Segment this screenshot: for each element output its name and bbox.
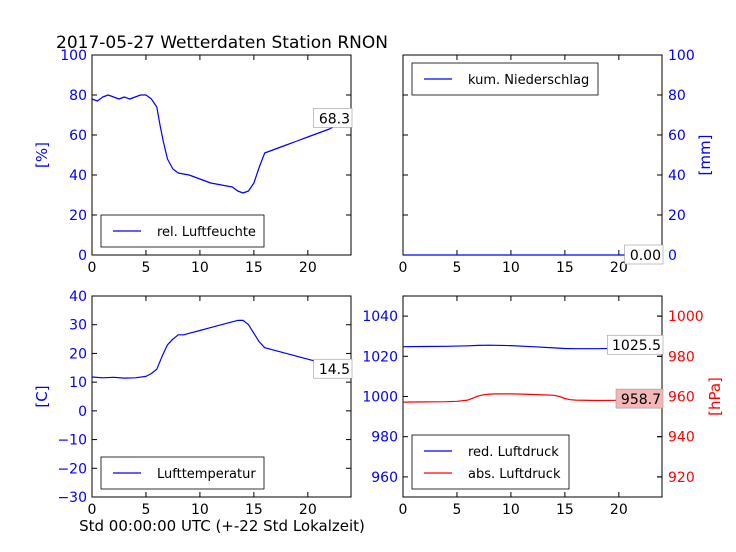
y-axis-label: [%] — [33, 142, 51, 168]
chart-panel-top-left: 0 5 10 15 20 0 20 40 60 80 100 [%] 68.3 rel. Luftfeuc… — [33, 48, 353, 276]
y-tick-label: 60 — [668, 128, 686, 144]
y-tick-label: −10 — [57, 433, 87, 449]
value-label-box — [313, 108, 353, 128]
chart-panel-bottom-left: 0 5 10 15 20 −30 −20 −10 0 10 20 30 40 [C] 14.5 Lufttem… — [33, 289, 353, 518]
plot-frame — [91, 295, 352, 498]
figure-title: 2017-05-27 Wetterdaten Station RNON — [56, 33, 388, 53]
y2-tick-label: 1000 — [668, 309, 704, 325]
x-tick-label: 20 — [610, 502, 628, 518]
x-tick-label: 10 — [502, 260, 520, 276]
y-tick-label: 1020 — [362, 349, 398, 365]
y-tick-label: 1000 — [362, 390, 398, 406]
y-tick-label: 100 — [668, 48, 695, 64]
y2-tick-label: 940 — [668, 430, 695, 446]
x-tick-label: 20 — [610, 260, 628, 276]
value-label: 14.5 — [319, 362, 350, 378]
legend-box — [411, 434, 570, 490]
value-label: 0.00 — [630, 248, 661, 264]
y-tick-label: 40 — [69, 289, 87, 305]
series-line-rel-luftfeuchte — [91, 94, 352, 194]
y-axis-label: [C] — [33, 385, 51, 407]
value-label-box — [313, 358, 353, 379]
x-tick-label: 10 — [191, 502, 209, 518]
y2-tick-label: 960 — [668, 390, 695, 406]
legend-label: Lufttemperatur — [157, 467, 256, 482]
x-tick-label: 20 — [299, 260, 317, 276]
series-line-abs-luftdruck — [402, 393, 663, 403]
y-tick-label: 20 — [668, 208, 686, 224]
y-tick-label: 980 — [371, 430, 398, 446]
x-tick-label: 5 — [141, 260, 150, 276]
x-tick-label: 15 — [556, 502, 574, 518]
x-tick-label: 20 — [299, 502, 317, 518]
x-tick-label: 15 — [556, 260, 574, 276]
value-label: 68.3 — [319, 111, 350, 127]
y-tick-label: 30 — [69, 318, 87, 334]
chart-panel-top-right: 0 5 10 15 20 0 20 40 60 80 100 [mm] 0.00 kum. Nieders… — [399, 48, 714, 276]
value-label-box — [615, 388, 664, 409]
y-tick-label: 960 — [371, 470, 398, 486]
value-label-box — [607, 334, 664, 355]
value-label-box — [624, 244, 664, 265]
y-tick-label: 100 — [60, 48, 87, 64]
y-tick-label: 40 — [668, 168, 686, 184]
x-tick-label: 0 — [88, 502, 97, 518]
x-tick-label: 0 — [88, 260, 97, 276]
y-tick-label: 0 — [78, 248, 87, 264]
legend-label: red. Luftdruck — [468, 445, 559, 460]
y-axis-label: [mm] — [696, 135, 714, 176]
x-tick-label: 15 — [245, 502, 263, 518]
y-tick-label: 10 — [69, 375, 87, 391]
y-tick-label: 40 — [69, 168, 87, 184]
y-tick-label: −30 — [57, 490, 87, 506]
y-tick-label: 0 — [78, 404, 87, 420]
y2-axis-label: [hPa] — [706, 377, 724, 416]
y-tick-label: 1040 — [362, 309, 398, 325]
x-tick-label: 10 — [502, 502, 520, 518]
y-tick-label: 80 — [668, 88, 686, 104]
y-tick-label: 0 — [668, 248, 677, 264]
figure-xlabel: Std 00:00:00 UTC (+-22 Std Lokalzeit) — [79, 517, 365, 535]
x-tick-label: 0 — [399, 502, 408, 518]
y-tick-label: 20 — [69, 346, 87, 362]
x-tick-label: 5 — [452, 260, 461, 276]
x-tick-label: 5 — [141, 502, 150, 518]
x-tick-label: 15 — [245, 260, 263, 276]
value-label: 958.7 — [621, 392, 661, 408]
x-tick-label: 5 — [452, 502, 461, 518]
y-tick-label: 20 — [69, 208, 87, 224]
y-tick-label: −20 — [57, 461, 87, 477]
value-label: 1025.5 — [612, 338, 661, 354]
x-tick-label: 0 — [399, 260, 408, 276]
plot-frame — [91, 54, 352, 256]
x-tick-label: 10 — [191, 260, 209, 276]
legend-label: abs. Luftdruck — [468, 467, 561, 482]
y2-tick-label: 920 — [668, 470, 695, 486]
chart-panel-bottom-right: 0 5 10 15 20 960 980 1000 1020 1040 920 940 960 980 10… — [362, 295, 724, 518]
y2-tick-label: 980 — [668, 349, 695, 365]
y-tick-label: 80 — [69, 88, 87, 104]
legend-label: kum. Niederschlag — [468, 73, 589, 88]
series-line-lufttemperatur — [91, 319, 352, 379]
legend-label: rel. Luftfeuchte — [157, 225, 256, 240]
y-tick-label: 60 — [69, 128, 87, 144]
